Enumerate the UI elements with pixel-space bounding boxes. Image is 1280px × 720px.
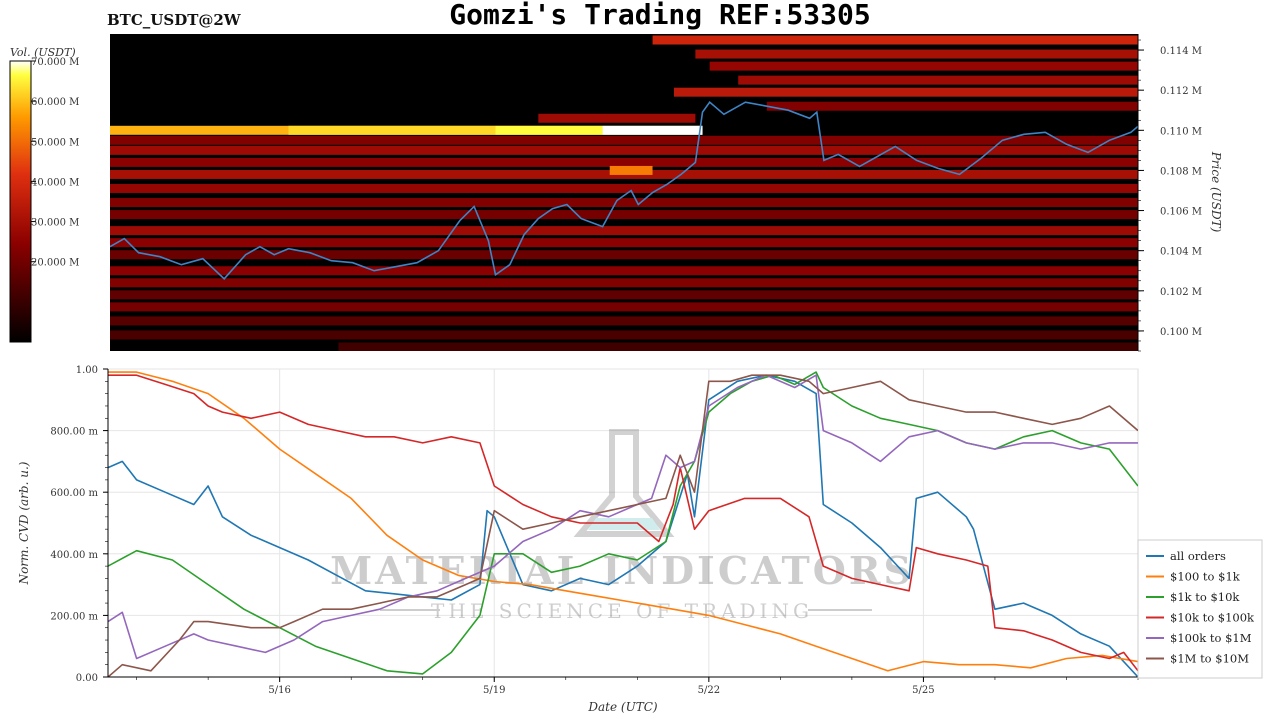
- cvd-series-line: [108, 374, 1138, 677]
- heatmap-band: [695, 49, 1138, 59]
- cvd-x-tick-label: 5/22: [698, 685, 720, 696]
- cvd-y-tick-label: 800.00 m: [50, 427, 98, 438]
- price-tick-label: 0.114 M: [1160, 46, 1202, 57]
- heatmap-band: [110, 135, 1138, 145]
- heatmap-band: [110, 226, 1138, 236]
- colorbar-tick-label: 60.000 M: [31, 97, 79, 108]
- heatmap-band: [110, 183, 1138, 193]
- colorbar-tick-label: 50.000 M: [31, 137, 79, 148]
- chart-title: Gomzi's Trading REF:53305: [449, 0, 870, 31]
- cvd-series-line: [108, 374, 1138, 672]
- cvd-series-line: [108, 374, 1138, 677]
- price-axis-label: Price (USDT): [1209, 151, 1223, 233]
- price-tick-label: 0.100 M: [1160, 327, 1202, 338]
- heatmap-band: [652, 35, 1138, 45]
- cvd-y-label: Norm. CVD (arb. u.): [17, 461, 31, 585]
- cvd-series-line: [108, 374, 1138, 660]
- watermark: MATERIAL INDICATORS THE SCIENCE OF TRADI…: [330, 429, 914, 623]
- cvd-x-tick-label: 5/16: [268, 685, 290, 696]
- heatmap-band: [110, 145, 1138, 155]
- heatmap-hotspot: [495, 125, 603, 135]
- cvd-y-tick-label: 600.00 m: [50, 488, 98, 499]
- heatmap-band: [338, 342, 1138, 351]
- legend-entry: all orders: [1170, 549, 1226, 563]
- price-tick-label: 0.110 M: [1160, 126, 1202, 137]
- cvd-lines: [108, 371, 1138, 677]
- heatmap-band: [709, 61, 1138, 71]
- heatmap-hotspots: [288, 125, 703, 175]
- heatmap-band: [766, 101, 1138, 111]
- cvd-y-ticks: 0.00 200.00 m 400.00 m 600.00 m 800.00 m 1.00: [50, 365, 108, 684]
- heatmap-band: [110, 330, 1138, 340]
- heatmap-band: [110, 266, 1138, 276]
- heatmap-band: [110, 290, 1138, 300]
- heatmap-band: [110, 302, 1138, 312]
- cvd-x-ticks: 5/16 5/19 5/22 5/25: [136, 677, 1139, 696]
- heatmap-band: [110, 238, 1138, 248]
- cvd-x-tick-label: 5/25: [912, 685, 934, 696]
- symbol-label: BTC_USDT@2W: [107, 11, 242, 29]
- heatmap-band: [110, 210, 1138, 220]
- cvd-y-tick-label: 200.00 m: [50, 611, 98, 622]
- price-axis-ticks: 0.100 M 0.102 M 0.104 M 0.106 M 0.108 M 0.110…: [1138, 39, 1202, 352]
- heatmap-band: [738, 75, 1138, 85]
- cvd-y-tick-label: 1.00: [76, 365, 98, 376]
- watermark-subtitle: THE SCIENCE OF TRADING: [431, 599, 813, 623]
- legend-entry: $10k to $100k: [1170, 611, 1255, 625]
- watermark-title: MATERIAL INDICATORS: [330, 548, 914, 593]
- heatmap-band: [110, 316, 1138, 326]
- legend-entry: $100k to $1M: [1170, 631, 1252, 645]
- colorbar-tick-label: 40.000 M: [31, 177, 79, 188]
- heatmap-band: [110, 198, 1138, 208]
- cvd-y-tick-label: 0.00: [76, 673, 98, 684]
- heatmap-band: [538, 113, 696, 123]
- cvd-grid: [108, 368, 1138, 678]
- price-tick-label: 0.108 M: [1160, 166, 1202, 177]
- flask-liquid-icon: [588, 518, 660, 530]
- colorbar-tick-label: 70.000 M: [31, 57, 79, 68]
- price-line: [110, 101, 1138, 280]
- colorbar: [9, 60, 32, 343]
- heatmap-hotspot: [609, 165, 653, 175]
- cvd-x-label: Date (UTC): [587, 700, 657, 714]
- colorbar-tick-label: 20.000 M: [31, 258, 79, 269]
- heatmap-hotspot: [288, 125, 496, 135]
- price-tick-label: 0.112 M: [1160, 86, 1202, 97]
- heatmap-band: [110, 250, 1138, 260]
- price-tick-label: 0.102 M: [1160, 287, 1202, 298]
- cvd-series-line: [108, 371, 1138, 672]
- legend: all orders $100 to $1k $1k to $10k $10k to …: [1146, 549, 1255, 666]
- heatmap-panel: [110, 34, 1138, 351]
- legend-entry: $100 to $1k: [1170, 570, 1241, 584]
- price-tick-label: 0.106 M: [1160, 207, 1202, 218]
- heatmap-band: [673, 87, 1138, 97]
- heatmap-band: [110, 278, 1138, 288]
- price-tick-label: 0.104 M: [1160, 247, 1202, 258]
- colorbar-label: Vol. (USDT): [10, 46, 76, 59]
- legend-entry: $1M to $10M: [1170, 652, 1249, 666]
- legend-box: [1137, 539, 1263, 679]
- cvd-x-tick-label: 5/19: [483, 685, 505, 696]
- heatmap-bands: [110, 35, 1138, 351]
- colorbar-ticks: 70.000 M 60.000 M 50.000 M 40.000 M 30.000 M…: [31, 57, 79, 269]
- colorbar-tick-label: 30.000 M: [31, 218, 79, 229]
- heatmap-band: [110, 157, 1138, 167]
- legend-entry: $1k to $10k: [1170, 590, 1240, 604]
- heatmap-hotspot: [602, 125, 703, 135]
- cvd-y-tick-label: 400.00 m: [50, 550, 98, 561]
